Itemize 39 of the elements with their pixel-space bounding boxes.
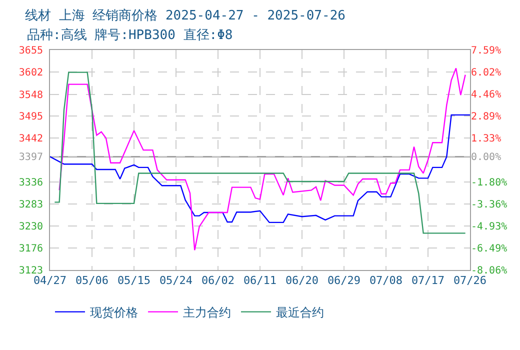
y2-tick-label: -1.80%	[471, 178, 508, 188]
y2-tick-label: -6.49%	[471, 243, 508, 254]
y2-tick-label: 6.02%	[471, 68, 502, 79]
y2-tick-label: 1.33%	[471, 134, 502, 144]
y-tick-label: 3442	[18, 134, 43, 145]
x-tick-label: 07/26	[453, 274, 487, 288]
y-tick-label: 3655	[18, 46, 43, 56]
y2-tick-label: 7.59%	[471, 46, 502, 56]
y2-tick-label: -8.06%	[471, 266, 508, 276]
line-series	[50, 114, 470, 224]
y-tick-label: 3548	[18, 90, 43, 101]
legend-label: 最近合约	[276, 305, 324, 320]
y2-tick-label: -3.36%	[471, 199, 508, 210]
x-tick-label: 07/17	[411, 274, 445, 288]
legend-label: 现货价格	[90, 305, 138, 320]
chart-subtitle: 品种:高线 牌号:HPB300 直径:Φ8	[27, 27, 233, 43]
y-tick-label: 3123	[18, 266, 43, 276]
x-tick-label: 07/08	[369, 274, 403, 288]
y-tick-label: 3336	[18, 177, 43, 188]
y2-tick-label: 4.46%	[471, 90, 502, 100]
x-tick-label: 06/02	[201, 274, 235, 288]
y2-tick-label: 2.89%	[471, 112, 502, 123]
x-tick-label: 05/15	[117, 274, 151, 288]
y-tick-label: 3602	[18, 67, 43, 78]
y-tick-label: 3495	[18, 112, 43, 123]
x-tick-label: 06/20	[285, 274, 319, 288]
y-tick-label: 3230	[18, 221, 43, 232]
y-tick-label: 3283	[18, 199, 43, 210]
x-tick-label: 05/24	[159, 274, 193, 288]
y-tick-label: 3176	[18, 244, 43, 255]
y2-tick-label: -4.93%	[471, 222, 508, 232]
chart-title: 线材 上海 经销商价格 2025-04-27 - 2025-07-26	[25, 8, 346, 24]
x-tick-label: 04/27	[33, 274, 67, 288]
legend-label: 主力合约	[183, 305, 231, 320]
x-tick-label: 05/06	[75, 274, 109, 288]
x-tick-label: 06/29	[327, 274, 361, 288]
y2-tick-label: 0.00%	[471, 152, 502, 164]
y-tick-label: 3397	[18, 152, 43, 164]
x-tick-label: 06/11	[243, 274, 277, 288]
